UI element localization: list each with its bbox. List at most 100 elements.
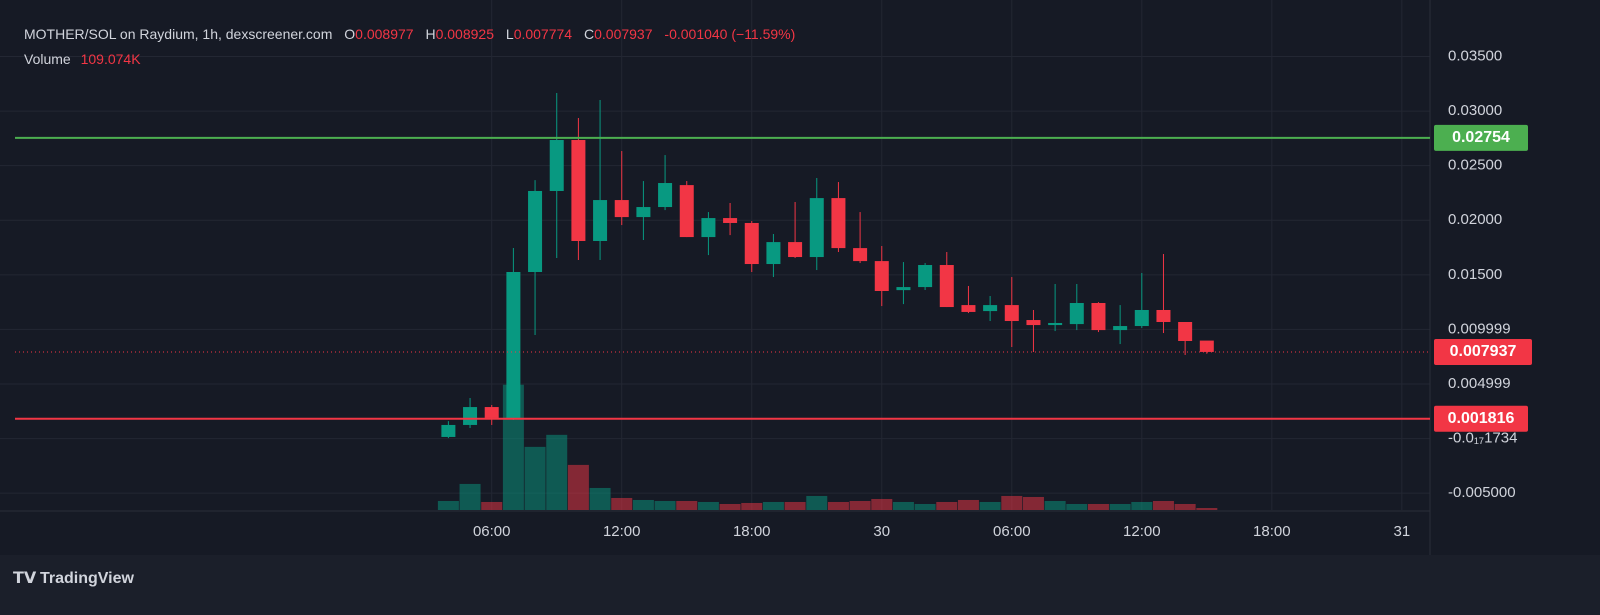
legend-c: C xyxy=(584,26,594,42)
brand: TradingView xyxy=(40,570,135,587)
candle-body xyxy=(1199,340,1214,352)
y-tick-label: 0.009999 xyxy=(1448,320,1511,337)
y-tick-label: 0.004999 xyxy=(1448,375,1511,392)
candle-body xyxy=(1048,322,1063,326)
volume-bar xyxy=(632,499,654,510)
candle-body xyxy=(788,242,803,258)
price-tag-label: 0.02754 xyxy=(1452,129,1510,146)
candle-body xyxy=(961,305,976,312)
candle-body xyxy=(593,200,608,241)
price-tag-label: 0.001816 xyxy=(1448,410,1515,427)
candle-body xyxy=(658,183,673,208)
x-tick-label: 18:00 xyxy=(1253,523,1291,540)
volume-bar xyxy=(1196,508,1218,510)
volume-label: Volume xyxy=(24,51,71,67)
candle-body xyxy=(1134,309,1149,327)
y-tick-label: 0.03500 xyxy=(1448,47,1502,64)
volume-bar xyxy=(697,501,719,510)
volume-bar xyxy=(546,434,568,510)
price-tag xyxy=(1434,405,1528,432)
candle-body xyxy=(1091,303,1106,331)
x-tick-label: 12:00 xyxy=(1123,523,1161,540)
candle-body xyxy=(983,305,998,312)
x-tick-label: 31 xyxy=(1393,523,1410,540)
candle-body xyxy=(614,200,629,218)
price-tag xyxy=(1434,338,1532,365)
volume-bar xyxy=(611,497,633,510)
y-tick-label: -0.0₁₇1734 xyxy=(1448,430,1517,447)
volume-bar xyxy=(936,501,958,510)
title: MOTHER/SOL on Raydium, 1h, dexscreener.c… xyxy=(24,26,332,42)
candle-body xyxy=(1113,326,1128,331)
x-tick-label: 18:00 xyxy=(733,523,771,540)
candle-body xyxy=(744,222,759,265)
volume-bar xyxy=(1087,503,1109,510)
legend-close: 0.007937 xyxy=(594,26,653,42)
candle-body xyxy=(874,261,889,291)
volume-bar xyxy=(437,500,459,510)
legend-open: 0.008977 xyxy=(355,26,414,42)
legend-low: 0.007774 xyxy=(514,26,573,42)
candle-body xyxy=(853,248,868,262)
last-price-label: 0.007937 xyxy=(1450,343,1517,360)
volume-bar xyxy=(806,495,828,510)
volume-bar xyxy=(1044,500,1066,510)
volume-bar xyxy=(979,501,1001,510)
candle-body xyxy=(831,198,846,249)
volume-bar xyxy=(1152,500,1174,510)
price-tag xyxy=(1434,124,1528,151)
volume-bar xyxy=(567,464,589,510)
volume-bar xyxy=(481,501,503,510)
volume-bar xyxy=(762,501,784,510)
legend-line: MOTHER/SOL on Raydium, 1h, dexscreener.c… xyxy=(24,26,795,42)
volume-bar xyxy=(741,502,763,510)
volume-bar xyxy=(589,487,611,510)
candle-body xyxy=(441,424,456,437)
axes: 0.03500 0.03000 0.02500 0.02000 0.01500 0.009… xyxy=(0,0,1517,555)
candle-body xyxy=(918,265,933,288)
candle-body xyxy=(1156,309,1171,323)
volume-bar xyxy=(524,446,546,510)
y-tick-label: 0.02000 xyxy=(1448,211,1502,228)
candle-body xyxy=(571,140,586,241)
candle-body xyxy=(766,242,781,265)
volume-bar xyxy=(1066,503,1088,510)
candle-body xyxy=(636,207,651,218)
candle-body xyxy=(484,407,499,418)
legend-l: L xyxy=(506,26,514,42)
y-tick-label: -0.005000 xyxy=(1448,484,1516,501)
candle-body xyxy=(939,265,954,308)
chart-pane xyxy=(0,0,1600,555)
volume-bar xyxy=(459,483,481,510)
volume-bar xyxy=(1174,503,1196,510)
candle-body xyxy=(809,198,824,258)
volume-bar xyxy=(1022,496,1044,510)
candle-body xyxy=(528,190,543,272)
x-tick-label: 30 xyxy=(873,523,890,540)
x-tick-label: 06:00 xyxy=(473,523,511,540)
volume-bar xyxy=(957,499,979,510)
volume-bar xyxy=(827,501,849,510)
volume-legend: Volume 109.074K xyxy=(24,51,141,67)
volume-bar xyxy=(914,503,936,510)
volume-value: 109.074K xyxy=(81,51,142,67)
y-tick-label: 0.03000 xyxy=(1448,102,1502,119)
candle-body xyxy=(549,140,564,191)
volume-bar xyxy=(784,501,806,510)
candle-body xyxy=(1026,320,1041,326)
volume-bar xyxy=(871,498,893,510)
candle-body xyxy=(1004,305,1019,322)
volume-bar xyxy=(654,500,676,510)
x-tick-label: 06:00 xyxy=(993,523,1031,540)
volume-bar xyxy=(1109,503,1131,510)
volume-bar xyxy=(892,501,914,510)
candle-body xyxy=(679,185,694,238)
candle-body xyxy=(1178,322,1193,341)
legend-h: H xyxy=(425,26,435,42)
grid xyxy=(0,0,1430,510)
candle-body xyxy=(506,271,521,418)
candle-body xyxy=(701,218,716,238)
volume-bar xyxy=(719,503,741,510)
volume-bar xyxy=(849,500,871,510)
